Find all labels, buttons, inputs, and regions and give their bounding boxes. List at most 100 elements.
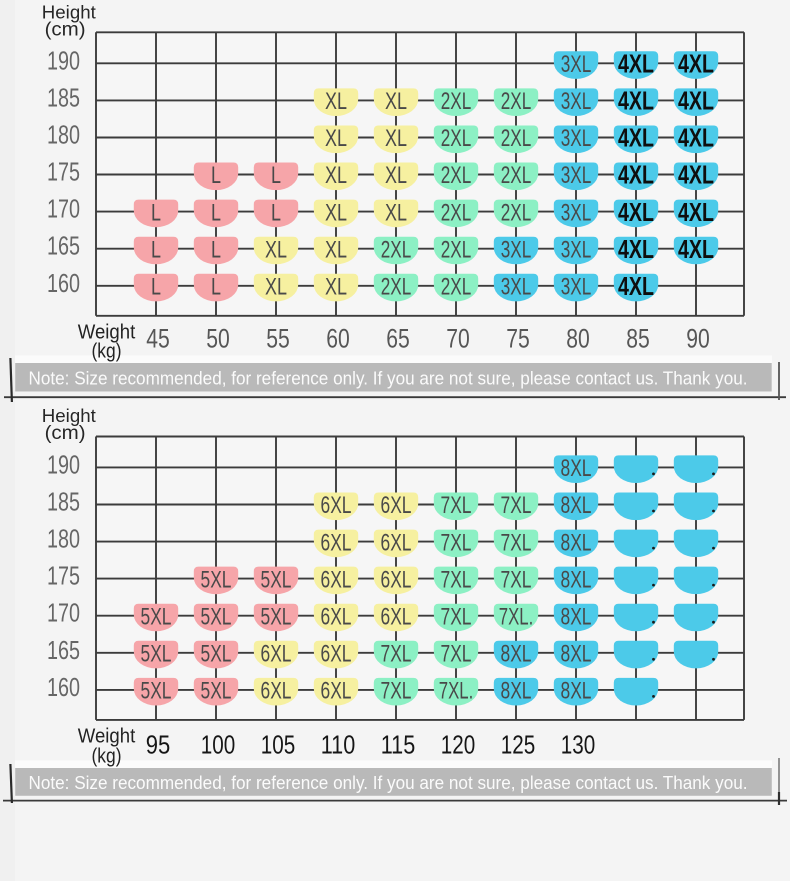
svg-text:5XL: 5XL [201,678,232,705]
svg-text:2XL: 2XL [501,88,532,115]
svg-text:55: 55 [266,324,290,354]
svg-text:100: 100 [201,729,236,759]
svg-text:45: 45 [146,324,170,354]
svg-text:180: 180 [47,524,80,554]
svg-text:110: 110 [321,729,356,759]
svg-text:L: L [151,274,161,301]
svg-text:6XL: 6XL [321,603,352,630]
svg-text:3XL: 3XL [561,199,592,226]
svg-text:2XL: 2XL [441,199,472,226]
svg-text:170: 170 [47,194,80,224]
svg-text:Note: Size recommended, for re: Note: Size recommended, for reference on… [29,367,748,388]
svg-text:7XL: 7XL [441,492,472,519]
svg-text:XL: XL [325,236,347,263]
svg-text:5XL: 5XL [141,678,172,705]
svg-text:115: 115 [381,729,416,759]
svg-text:4XL: 4XL [678,160,714,190]
svg-text:4XL: 4XL [678,49,714,79]
svg-text:2XL: 2XL [441,236,472,263]
svg-text:(cm): (cm) [45,423,86,444]
svg-text:7XL.: 7XL. [439,678,474,705]
svg-text:L: L [211,274,221,301]
svg-text:XL: XL [325,125,347,152]
svg-text:2XL: 2XL [501,162,532,189]
svg-text:7XL: 7XL [501,492,532,519]
svg-text:L: L [151,236,161,263]
svg-text:6XL: 6XL [321,678,352,705]
svg-text:75: 75 [506,324,530,354]
svg-text:190: 190 [47,449,80,479]
svg-text:170: 170 [47,598,80,628]
svg-text:8XL: 8XL [561,455,592,482]
svg-text:Note: Size recommended, for re: Note: Size recommended, for reference on… [29,772,748,793]
svg-text:5XL: 5XL [201,566,232,593]
svg-text:6XL: 6XL [381,566,412,593]
svg-text:2XL: 2XL [441,88,472,115]
svg-text:Height: Height [42,3,96,23]
svg-text:3XL: 3XL [501,274,532,301]
svg-text:5XL: 5XL [261,566,292,593]
svg-text:L: L [211,162,221,189]
svg-text:175: 175 [47,157,80,187]
svg-text:5XL: 5XL [201,641,232,668]
svg-text:2XL: 2XL [501,125,532,152]
svg-text:180: 180 [47,120,80,150]
svg-text:8XL: 8XL [561,492,592,519]
svg-text:2XL: 2XL [441,125,472,152]
svg-text:7XL: 7XL [501,529,532,556]
svg-text:3XL: 3XL [561,274,592,301]
svg-text:160: 160 [47,672,80,702]
svg-text:130: 130 [561,729,596,759]
svg-text:7XL: 7XL [381,641,412,668]
svg-text:Weight: Weight [78,726,136,748]
svg-text:7XL: 7XL [501,566,532,593]
svg-text:(kg): (kg) [92,746,122,768]
svg-text:6XL: 6XL [321,566,352,593]
svg-text:3XL: 3XL [501,236,532,263]
svg-text:165: 165 [47,635,80,665]
svg-text:5XL: 5XL [261,603,292,630]
svg-text:8XL: 8XL [501,641,532,668]
svg-text:8XL: 8XL [501,678,532,705]
svg-text:4XL: 4XL [618,160,654,190]
svg-text:2XL: 2XL [501,199,532,226]
svg-text:XL: XL [325,162,347,189]
svg-text:185: 185 [47,82,80,112]
svg-text:95: 95 [146,729,171,759]
svg-text:3XL: 3XL [561,88,592,115]
svg-text:5XL: 5XL [141,603,172,630]
svg-text:L: L [151,199,161,226]
svg-text:L: L [211,199,221,226]
svg-text:Height: Height [42,406,96,426]
svg-text:2XL: 2XL [441,274,472,301]
svg-text:6XL: 6XL [261,641,292,668]
svg-text:6XL: 6XL [381,529,412,556]
svg-text:L: L [271,199,281,226]
svg-text:6XL: 6XL [321,641,352,668]
svg-text:8XL: 8XL [561,603,592,630]
svg-text:(kg): (kg) [92,341,122,363]
svg-text:185: 185 [47,487,80,517]
svg-text:4XL: 4XL [618,271,654,301]
svg-text:XL: XL [325,274,347,301]
svg-text:8XL: 8XL [561,641,592,668]
svg-text:120: 120 [441,729,476,759]
svg-text:160: 160 [47,268,80,298]
svg-text:4XL: 4XL [618,86,654,116]
svg-text:6XL: 6XL [321,529,352,556]
svg-text:4XL: 4XL [618,234,654,264]
svg-text:50: 50 [206,324,230,354]
svg-text:XL: XL [265,236,287,263]
svg-text:60: 60 [326,324,350,354]
svg-text:7XL: 7XL [441,641,472,668]
svg-text:XL: XL [325,199,347,226]
svg-text:XL: XL [385,199,407,226]
svg-text:XL: XL [385,125,407,152]
svg-text:6XL: 6XL [261,678,292,705]
svg-text:8XL: 8XL [561,566,592,593]
svg-text:4XL: 4XL [678,234,714,264]
svg-text:4XL: 4XL [618,123,654,153]
svg-text:5XL: 5XL [141,641,172,668]
svg-text:2XL: 2XL [381,236,412,263]
svg-text:(cm): (cm) [45,20,86,41]
